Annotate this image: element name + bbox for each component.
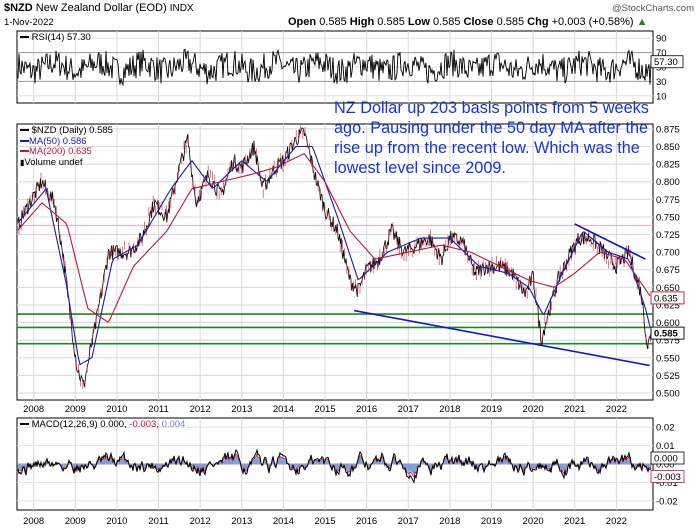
trendline [354,309,650,367]
y-tick-label: 0.675 [656,265,680,276]
x-tick-label: 2021 [564,516,585,527]
x-tick-label: 2019 [481,516,502,527]
x-tick-label: 2018 [439,516,460,527]
price-panel [16,123,654,401]
y-tick-label: 0.750 [656,212,680,223]
x-tick-label: 2009 [65,516,86,527]
x-tick-label: 2009 [65,404,86,415]
y-tick-label: 0.650 [656,283,680,294]
x-tick-label: 2012 [190,516,211,527]
price-line [17,127,652,387]
y-tick-label: 0.525 [656,371,680,382]
y-tick-label: 0.575 [656,336,680,347]
macd-tick-label: 0.01 [656,441,675,452]
x-tick-label: 2011 [148,404,168,415]
price-plot [17,125,653,390]
rsi-tick-label: 10 [656,91,667,102]
price-tag-close [650,326,685,340]
x-tick-label: 2020 [523,404,544,415]
x-tick-label: 2014 [273,516,294,527]
volume-bars-icon: ▮ [20,157,25,167]
rsi-plot [17,48,653,87]
y-tick-label: 0.725 [656,230,680,241]
chart-annotation: NZ Dollar up 203 basis points from 5 wee… [334,99,649,177]
x-tick-label: 2008 [23,404,44,415]
y-tick-label: 0.850 [656,142,680,153]
x-tick-label: 2013 [231,404,252,415]
chart-title: $NZD New Zealand Dollar (EOD) INDX [4,2,194,14]
instrument-name: New Zealand Dollar (EOD) [35,2,167,14]
rsi-line [17,48,653,87]
macd-tick-label: 0.02 [656,423,675,434]
ma200-line [17,153,651,323]
rsi-value-tag-text: 57.30 [654,57,678,68]
y-tick-label: 0.875 [656,124,680,135]
y-tick-label: 0.825 [656,160,680,171]
x-tick-label: 2008 [23,516,44,527]
x-tick-label: 2020 [523,516,544,527]
x-tick-label: 2022 [606,404,627,415]
y-tick-label: 0.700 [656,248,680,259]
price-bars [18,125,651,390]
price-legend: $NZD (Daily) 0.585 MA(50) 0.586 MA(200) … [20,125,113,168]
legend-ma200: MA(200) 0.635 [20,146,113,158]
exchange: INDX [169,3,194,14]
x-tick-label: 2010 [106,404,127,415]
x-tick-label: 2013 [231,516,252,527]
watermark: @StockCharts.com [612,3,694,14]
x-tick-label: 2015 [314,516,335,527]
x-tick-label: 2014 [273,404,294,415]
rsi-tick-label: 90 [656,34,667,45]
trendline [574,223,646,260]
x-tick-label: 2011 [148,516,168,527]
y-tick-label: 0.600 [656,318,680,329]
macd-line [17,448,652,484]
x-tick-label: 2012 [190,404,211,415]
y-tick-label: 0.550 [656,353,680,364]
macd-tick-label: -0.01 [656,478,678,489]
symbol: $NZD [4,2,33,14]
up-arrow-icon: ▲ [636,16,648,28]
macd-value-tag-text: 0.000 [654,454,678,465]
x-tick-label: 2015 [314,404,335,415]
ohlc-readout: Open 0.585 High 0.585 Low 0.585 Close 0.… [288,16,648,28]
legend-price: $NZD (Daily) 0.585 [20,125,113,137]
x-tick-label: 2016 [356,404,377,415]
x-tick-label: 2018 [439,404,460,415]
legend-volume: ▮Volume undef [20,156,83,168]
y-tick-label: 0.500 [656,388,680,399]
legend-swatch-icon [20,36,29,39]
price-tag-text-ma200: 0.635 [654,293,678,304]
x-tick-label: 2010 [106,516,127,527]
macd-label: MACD(12,26,9) 0.000, -0.003, 0.004 [20,419,185,430]
legend-ma50: MA(50) 0.586 [20,136,113,148]
y-tick-label: 0.625 [656,300,680,311]
x-tick-label: 2017 [398,516,419,527]
ma50-line [17,145,651,366]
x-tick-label: 2022 [606,516,627,527]
rsi-tick-label: 70 [656,48,667,59]
macd-plot [17,448,652,484]
x-tick-label: 2019 [481,404,502,415]
rsi-label: RSI(14) 57.30 [20,32,91,43]
macd-tick-label: 0.00 [656,460,675,471]
y-tick-label: 0.775 [656,195,680,206]
y-tick-label: 0.800 [656,177,680,188]
price-tag-ma200 [650,291,685,305]
axis-labels: 2008 2008 2009 2009 2010 2010 2011 2011 2012 2012… [23,34,685,527]
macd-value-tag [650,451,685,465]
x-tick-label: 2016 [356,516,377,527]
macd-value-tag-text: -0.003 [654,472,681,483]
chart-date: 1-Nov-2022 [4,17,54,28]
x-tick-label: 2021 [564,404,585,415]
x-tick-label: 2017 [398,404,419,415]
rsi-tick-label: 30 [656,77,667,88]
rsi-value-tag [650,55,684,69]
macd-value-tag [650,470,685,483]
macd-tick-label: -0.02 [656,496,678,507]
price-tag-text-close: 0.585 [654,329,678,340]
